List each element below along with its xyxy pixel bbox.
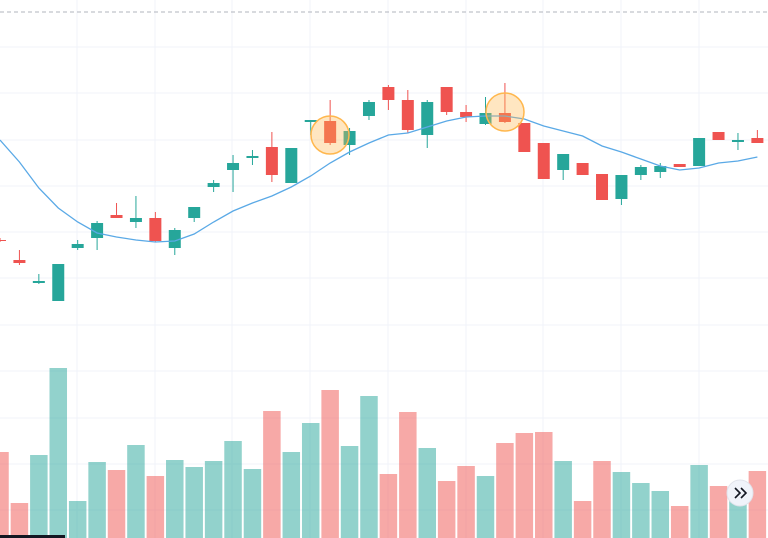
price-pane: [0, 83, 764, 301]
volume-bar: [709, 486, 728, 538]
volume-bar: [593, 461, 611, 538]
volume-bar: [10, 503, 29, 538]
candle-body: [246, 156, 259, 158]
candle-body: [731, 140, 744, 142]
candle-body: [207, 183, 220, 187]
volume-bar: [243, 469, 262, 538]
volume-bar: [301, 423, 320, 538]
candle-body: [149, 218, 162, 241]
volume-bar: [632, 483, 650, 538]
volume-bar: [670, 506, 689, 538]
candle-body: [479, 113, 492, 124]
volume-bar: [282, 452, 301, 538]
scroll-indicator: [0, 535, 65, 538]
volume-bar: [535, 432, 553, 538]
candle-body: [32, 281, 45, 283]
volume-bar: [30, 455, 48, 538]
volume-bar: [166, 460, 184, 538]
volume-bar: [263, 411, 281, 538]
volume-bar: [185, 467, 203, 538]
volume-bar: [204, 461, 223, 538]
candle-body: [693, 138, 706, 166]
candle-body: [654, 166, 667, 172]
candle-body: [343, 131, 356, 145]
candle-body: [537, 143, 550, 179]
volume-bar: [321, 390, 339, 538]
volume-bar: [418, 448, 436, 538]
highlight-marker: [485, 92, 525, 132]
candle-body: [0, 240, 6, 241]
candle-body: [110, 215, 123, 218]
candle-body: [285, 148, 298, 183]
candle-body: [440, 87, 453, 112]
candle-body: [634, 167, 647, 175]
candle-body: [518, 123, 531, 152]
volume-bar: [224, 441, 242, 538]
volume-bar: [107, 470, 126, 538]
highlight-marker: [310, 115, 350, 155]
candle-body: [557, 154, 570, 170]
candle-body: [401, 100, 414, 130]
volume-bar: [146, 476, 165, 538]
candle-body: [304, 120, 317, 122]
candle-body: [421, 102, 434, 135]
candle-body: [751, 138, 764, 143]
volume-bar: [748, 471, 767, 538]
volume-pane: [0, 368, 767, 538]
volume-bar: [573, 501, 592, 538]
candle-body: [52, 264, 65, 301]
volume-bar: [612, 472, 631, 538]
candle-body: [712, 132, 725, 140]
volume-bar: [127, 445, 145, 538]
volume-bar: [554, 461, 572, 538]
candle-body: [227, 163, 240, 170]
volume-bar: [476, 476, 495, 538]
volume-bar: [360, 396, 378, 538]
volume-bar: [340, 446, 359, 538]
candle-body: [129, 218, 142, 222]
volume-bar: [515, 433, 534, 538]
volume-bar: [457, 466, 475, 538]
volume-bar: [68, 501, 87, 538]
volume-bar: [88, 462, 106, 538]
scroll-to-end-button[interactable]: [726, 479, 754, 507]
volume-bar: [49, 368, 68, 538]
candle-body: [324, 121, 337, 143]
candle-body: [13, 260, 26, 263]
candle-body: [576, 163, 589, 175]
volume-bar: [651, 491, 670, 538]
volume-bar: [437, 481, 456, 538]
candle-body: [71, 244, 84, 248]
volume-bar: [379, 474, 398, 538]
candle-body: [615, 175, 628, 199]
moving-average-line: [0, 115, 758, 243]
volume-bar: [0, 452, 9, 538]
candle-body: [673, 164, 686, 167]
candle-body: [382, 87, 395, 100]
volume-bar: [690, 465, 708, 538]
volume-bar: [496, 443, 514, 538]
candle-body: [596, 174, 609, 200]
candle-body: [362, 102, 375, 116]
candle-body: [188, 207, 201, 218]
candle-body: [265, 147, 278, 175]
candle-body: [498, 113, 511, 122]
candle-body: [168, 230, 181, 248]
volume-bar: [399, 412, 417, 538]
candle-body: [460, 112, 473, 117]
